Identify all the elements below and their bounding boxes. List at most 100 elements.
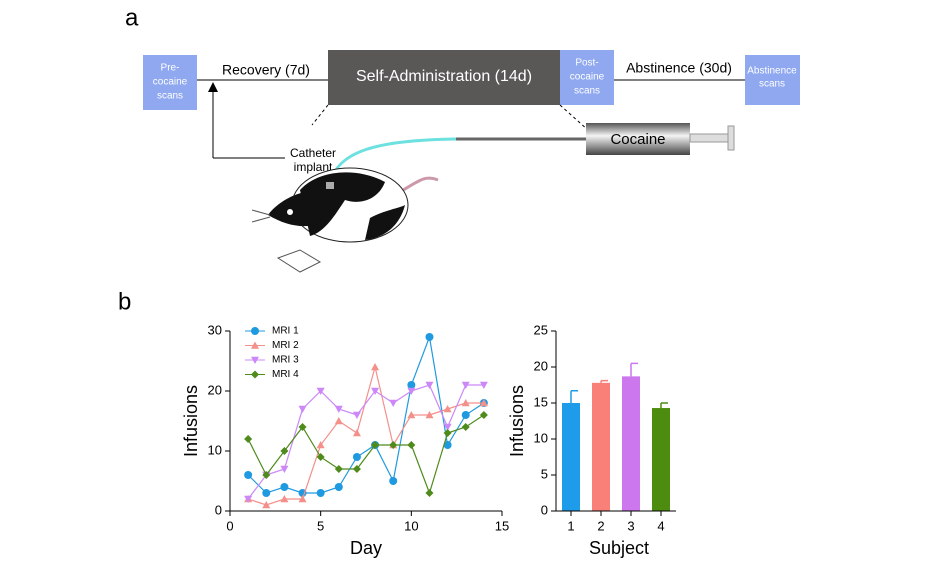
box-text: Pre- (161, 63, 180, 74)
marker (389, 399, 398, 407)
marker (479, 399, 488, 407)
marker (352, 453, 361, 461)
marker (479, 381, 488, 389)
marker (407, 387, 416, 395)
y-tick-label: 20 (534, 358, 548, 373)
label: Recovery (7d) (222, 62, 310, 78)
marker (425, 411, 434, 419)
marker (334, 483, 343, 491)
bar (652, 408, 670, 511)
box (560, 50, 614, 105)
x-axis-label: Subject (589, 538, 649, 558)
x-tick-label: 10 (404, 518, 418, 533)
box-text: scans (157, 91, 183, 102)
bar (562, 403, 580, 511)
marker (280, 483, 289, 491)
marker (461, 423, 470, 431)
box (143, 55, 197, 110)
marker (371, 387, 380, 395)
tail (399, 176, 439, 194)
box (745, 55, 800, 105)
marker (262, 489, 271, 497)
y-tick-label: 25 (534, 322, 548, 337)
marker (262, 501, 271, 509)
x-tick-label: 4 (657, 518, 664, 533)
y-tick-label: 5 (541, 466, 548, 481)
marker (407, 441, 416, 449)
marker (461, 411, 470, 419)
x-tick-label: 2 (597, 518, 604, 533)
marker (298, 495, 307, 503)
box-text: Post- (575, 58, 598, 69)
y-tick-label: 10 (534, 430, 548, 445)
rat-patch (300, 172, 385, 236)
marker (443, 405, 452, 413)
y-tick-label: 10 (208, 442, 222, 457)
rat-eye (287, 209, 293, 215)
y-tick-label: 30 (208, 322, 222, 337)
x-tick-label: 1 (567, 518, 574, 533)
box-text: Self-Administration (14d) (356, 68, 532, 85)
box-text: scans (759, 79, 785, 90)
marker (244, 435, 253, 443)
box (328, 50, 560, 105)
bar (622, 376, 640, 511)
marker (425, 489, 434, 497)
label: implant (294, 160, 333, 174)
marker (389, 477, 398, 485)
marker (298, 489, 307, 497)
series-line (247, 414, 485, 495)
marker (334, 417, 343, 425)
x-tick-label: 3 (627, 518, 634, 533)
marker (371, 441, 380, 449)
marker (352, 411, 361, 419)
marker (251, 356, 259, 364)
marker (389, 441, 398, 449)
marker (443, 441, 452, 449)
x-tick-label: 15 (495, 518, 509, 533)
marker (407, 381, 416, 389)
plunger (727, 125, 735, 151)
x-tick-label: 0 (226, 518, 233, 533)
error-bar (660, 402, 668, 409)
marker (262, 471, 271, 479)
error-bar (630, 362, 638, 377)
plunger (689, 133, 729, 143)
marker (461, 381, 470, 389)
rat-patch (365, 205, 405, 240)
marker (425, 333, 434, 341)
error-bar (570, 390, 578, 403)
marker (280, 465, 289, 473)
dashed-line (311, 104, 589, 131)
whisker (251, 209, 271, 216)
arrow (212, 90, 285, 159)
legend-label: MRI 3 (272, 355, 299, 366)
y-tick-label: 15 (534, 394, 548, 409)
legend-label: MRI 1 (272, 326, 299, 337)
legend-label: MRI 2 (272, 340, 299, 351)
marker (334, 405, 343, 413)
y-axis-label: Infusions (507, 385, 527, 457)
x-tick-label: 5 (317, 518, 324, 533)
box-text: scans (574, 86, 600, 97)
marker (244, 471, 253, 479)
marker (352, 429, 361, 437)
marker (425, 381, 434, 389)
marker (316, 387, 325, 395)
marker (443, 429, 452, 437)
marker (316, 453, 325, 461)
marker (244, 495, 253, 503)
marker (479, 411, 488, 419)
marker (371, 363, 380, 371)
panel-label: a (125, 4, 139, 31)
arrowhead (208, 82, 218, 92)
series-line (247, 366, 484, 506)
y-tick-label: 20 (208, 382, 222, 397)
x-axis-label: Day (350, 538, 382, 558)
timeline: Pre- cocaine scans Recovery (7d) Self-Ad… (143, 50, 800, 273)
rat-head (268, 192, 315, 227)
marker (251, 370, 259, 379)
rat (251, 167, 439, 273)
marker (316, 441, 325, 449)
